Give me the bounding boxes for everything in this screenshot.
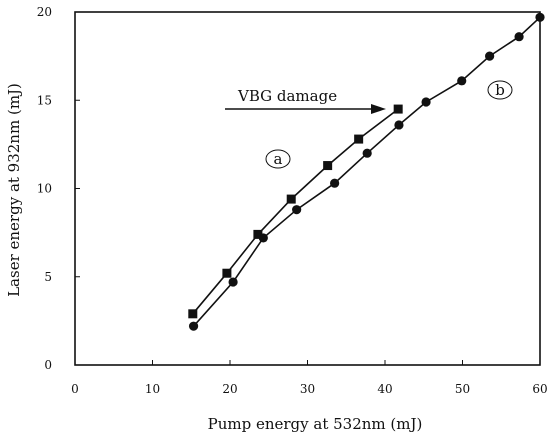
series-layer bbox=[188, 12, 545, 331]
series-1-point bbox=[253, 229, 263, 239]
x-axis-ticks: 0 10 20 30 40 50 60 bbox=[71, 360, 548, 396]
series-2-line bbox=[193, 16, 541, 327]
series-2-point bbox=[485, 51, 495, 61]
annotation-b: b bbox=[487, 80, 513, 100]
series-2-point bbox=[514, 32, 524, 42]
annotation-damage-arrowhead bbox=[371, 104, 386, 114]
x-tick-label: 60 bbox=[532, 382, 547, 396]
y-tick-label: 0 bbox=[44, 358, 52, 372]
series-2-point bbox=[188, 321, 199, 331]
annotation-b-label: b bbox=[495, 81, 505, 99]
x-tick-label: 30 bbox=[300, 382, 315, 396]
x-tick-label: 10 bbox=[145, 382, 160, 396]
annotation-damage: VBG damage bbox=[225, 87, 386, 114]
series-2-point bbox=[362, 148, 372, 158]
series-2-point bbox=[457, 76, 467, 86]
annotation-damage-text: VBG damage bbox=[237, 87, 337, 105]
series-2-point bbox=[330, 178, 340, 188]
annotation-b-circle bbox=[487, 80, 513, 100]
series-1-point bbox=[286, 194, 296, 204]
annotation-a-label: a bbox=[274, 150, 283, 168]
annotation-a-circle bbox=[265, 149, 291, 169]
y-tick-label: 15 bbox=[37, 93, 52, 107]
y-tick-label: 20 bbox=[37, 5, 52, 19]
y-tick-label: 5 bbox=[44, 270, 52, 284]
x-axis-label: Pump energy at 532nm (mJ) bbox=[208, 415, 423, 433]
x-tick-label: 40 bbox=[377, 382, 392, 396]
series-1-point bbox=[222, 268, 232, 278]
series-1-point bbox=[323, 161, 333, 171]
series-1-point bbox=[354, 134, 364, 144]
series-2-point bbox=[421, 97, 431, 107]
series-2-point bbox=[394, 120, 404, 130]
x-tick-label: 0 bbox=[71, 382, 79, 396]
y-tick-label: 10 bbox=[37, 182, 52, 196]
y-axis-ticks: 0 5 10 15 20 bbox=[37, 5, 80, 372]
series-1-point bbox=[393, 104, 403, 114]
series-2-point bbox=[258, 233, 268, 243]
series-1-point bbox=[188, 309, 198, 319]
series-2-point bbox=[228, 277, 238, 287]
series-2-point bbox=[535, 12, 545, 22]
plot-frame bbox=[74, 11, 541, 366]
annotation-a: a bbox=[265, 149, 291, 169]
x-tick-label: 20 bbox=[222, 382, 237, 396]
series-2-point bbox=[292, 205, 302, 215]
y-axis-label: Laser energy at 932nm (mJ) bbox=[5, 83, 23, 297]
x-tick-label: 50 bbox=[455, 382, 470, 396]
